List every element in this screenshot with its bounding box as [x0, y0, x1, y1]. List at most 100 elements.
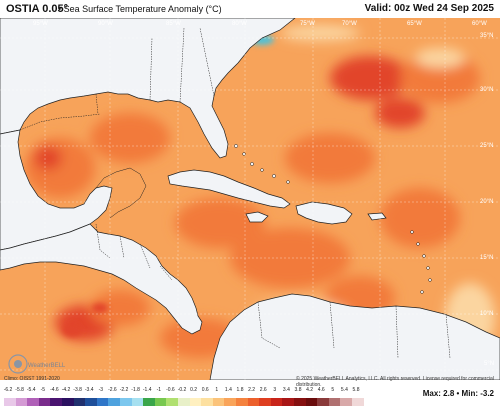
colorbar-label: 2.6	[259, 387, 267, 393]
longitude-labels: 95°W 90°W 85°W 80°W 75°W 70°W 65°W 60°W	[33, 21, 487, 27]
header-bar: OSTIA 0.05° • Sea Surface Temperature An…	[0, 0, 500, 18]
colorbar-label: -2.6	[108, 387, 117, 393]
colorbar-swatch	[73, 398, 86, 406]
colorbar-swatch	[212, 398, 225, 406]
colorbar-label: -1	[156, 387, 162, 393]
colorbar-label: 0.2	[190, 387, 198, 393]
colorbar-label: 5.4	[340, 387, 348, 393]
colorbar-swatch	[178, 398, 190, 406]
jamaica-land	[245, 211, 269, 223]
lon-label: 70°W	[342, 21, 357, 27]
colorbar-swatch	[85, 398, 97, 406]
cuba-land	[167, 169, 291, 209]
colorbar-label: -1.4	[142, 387, 152, 393]
colorbar-swatch	[352, 398, 364, 406]
colorbar-legend: -6.2 -5.8 -5.4 -5 -4.6 -4.2 -3.8 -3.4 -3 -2.6 -2.2…	[4, 383, 364, 409]
colorbar-swatch	[96, 398, 109, 406]
colorbar-swatch	[27, 398, 39, 406]
colorbar-swatch	[108, 398, 120, 406]
lon-label: 90°W	[98, 21, 113, 27]
lon-label: 65°W	[407, 21, 422, 27]
colorbar-label: 4.6	[317, 387, 325, 393]
lon-label: 85°W	[166, 21, 181, 27]
colorbar-label: 1	[215, 387, 219, 393]
colorbar-swatch	[224, 398, 236, 406]
copyright-note: © 2025 WeatherBELL Analytics, LLC. All r…	[296, 376, 494, 388]
colorbar-label: 5.8	[352, 387, 360, 393]
latitude-labels: 35°N 30°N 25°N 20°N 15°N 10°N 5°N	[480, 33, 494, 367]
colorbar-swatch	[282, 398, 294, 406]
colorbar-swatch	[143, 398, 155, 406]
colorbar-label: 4.2	[306, 387, 314, 393]
lat-label: 30°N	[480, 87, 493, 93]
product-title: • Sea Surface Temperature Anomaly (°C)	[58, 4, 222, 14]
colorbar-label: 3.4	[282, 387, 290, 393]
hot-anomaly-patch	[92, 303, 108, 313]
colorbar-swatch	[120, 398, 132, 406]
political-borders	[19, 27, 451, 359]
south-america-land	[209, 293, 500, 381]
colorbar-label: 0.6	[201, 387, 209, 393]
climo-note: Climo: OISST 1991-2020	[4, 376, 60, 382]
colorbar-swatch	[4, 398, 16, 406]
colorbar-label: -6.2	[3, 387, 13, 393]
lat-label: 35°N	[480, 33, 493, 39]
colorbar-label: -1.8	[131, 387, 140, 393]
colorbar-swatch	[131, 398, 144, 406]
colorbar-label: -2.2	[119, 387, 129, 393]
colorbar-swatch	[62, 398, 74, 406]
colorbar-label: -4.2	[61, 387, 71, 393]
valid-time: Valid: 00z Wed 24 Sep 2025	[364, 3, 494, 14]
colorbar-swatch	[340, 398, 352, 406]
colorbar-label: -5	[40, 387, 46, 393]
lat-label: 25°N	[480, 143, 493, 149]
colorbar-swatch	[259, 398, 271, 406]
colorbar-label: -5.8	[15, 387, 24, 393]
colorbar-swatch	[270, 398, 283, 406]
lon-label: 60°W	[472, 21, 487, 27]
colorbar-swatch	[305, 398, 318, 406]
colorbar-swatch	[294, 398, 306, 406]
sst-anomaly-map: 95°W 90°W 85°W 80°W 75°W 70°W 65°W 60°W …	[0, 17, 500, 381]
watermark-text: WeatherBELL	[28, 363, 66, 369]
colorbar-label: -4.6	[50, 387, 59, 393]
lon-label: 95°W	[33, 21, 48, 27]
colorbar-swatch	[38, 398, 51, 406]
map-canvas: 95°W 90°W 85°W 80°W 75°W 70°W 65°W 60°W …	[0, 17, 500, 381]
lon-label: 75°W	[300, 21, 315, 27]
lat-lon-grid	[0, 18, 500, 380]
colorbar-swatch	[154, 398, 167, 406]
colorbar-label: -0.2	[177, 387, 187, 393]
colorbar-label: -5.4	[26, 387, 36, 393]
colorbar-swatch	[317, 398, 329, 406]
colorbar-swatch	[236, 398, 248, 406]
island-chain	[234, 144, 432, 294]
colorbar-swatch	[247, 398, 260, 406]
lat-label: 15°N	[480, 255, 493, 261]
colorbar-swatch	[15, 398, 28, 406]
max-min-readout: Max: 2.8 • Min: -3.2	[422, 389, 494, 398]
hot-anomaly-patch	[62, 323, 82, 337]
colorbar-label: 2.2	[248, 387, 256, 393]
colorbar-label: 1.8	[236, 387, 244, 393]
colorbar-swatch	[201, 398, 213, 406]
model-title: OSTIA 0.05°	[6, 3, 69, 15]
north-america-land	[0, 17, 296, 159]
colorbar-label: -0.6	[166, 387, 175, 393]
colorbar-label: -3	[98, 387, 104, 393]
central-america-land	[0, 223, 203, 335]
hispaniola-land	[295, 201, 353, 225]
colorbar-swatch	[328, 398, 341, 406]
colorbar-label: 3	[273, 387, 277, 393]
colorbar-swatch	[50, 398, 62, 406]
colorbar-label: 5	[331, 387, 335, 393]
lon-label: 80°W	[232, 21, 247, 27]
colorbar-swatch	[166, 398, 178, 406]
lat-label: 5°N	[484, 361, 494, 367]
colorbar-swatch	[189, 398, 202, 406]
lat-label: 20°N	[480, 199, 493, 205]
puerto-rico-land	[367, 212, 387, 221]
weatherbell-logo: WeatherBELL	[8, 354, 66, 374]
colorbar-label: 1.4	[224, 387, 232, 393]
colorbar-label: -3.8	[73, 387, 82, 393]
